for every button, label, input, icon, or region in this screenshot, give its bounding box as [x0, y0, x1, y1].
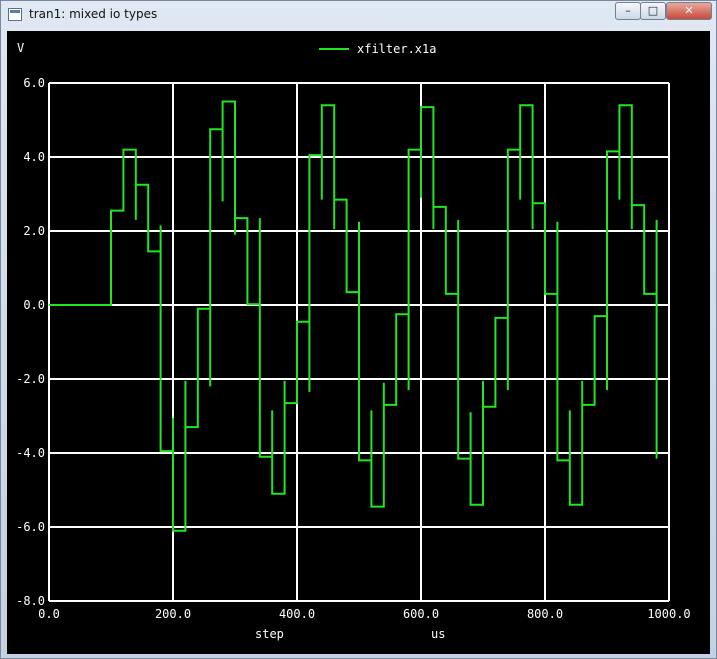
x-tick-label: 1000.0	[647, 607, 690, 621]
plot-area: 0.0 200.0 400.0 600.0 800.0 1000.0 6.0 4.0 2.0 0.…	[7, 31, 710, 654]
y-tick-label: 4.0	[23, 150, 45, 164]
window-app-icon	[8, 8, 22, 21]
tick-labels: 0.0 200.0 400.0 600.0 800.0 1000.0 6.0 4.0 2.0 0.…	[16, 76, 691, 621]
y-tick-label: -4.0	[16, 446, 45, 460]
series-group	[49, 100, 658, 532]
x-tick-label: 800.0	[527, 607, 563, 621]
x-tick-label: 200.0	[155, 607, 191, 621]
series-line	[49, 100, 658, 532]
x-tick-label: 400.0	[279, 607, 315, 621]
title-bar[interactable]: tran1: mixed io types – □ ✕	[1, 1, 716, 31]
legend: xfilter.x1a	[319, 42, 436, 56]
window-title: tran1: mixed io types	[29, 7, 158, 21]
y-tick-label: 2.0	[23, 224, 45, 238]
maximize-button[interactable]: □	[640, 2, 666, 20]
x-axis-label: step	[255, 627, 284, 641]
y-tick-label: 6.0	[23, 76, 45, 90]
legend-label: xfilter.x1a	[357, 42, 436, 56]
x-tick-label: 0.0	[38, 607, 60, 621]
x-axis-unit: us	[431, 627, 445, 641]
y-tick-label: 0.0	[23, 298, 45, 312]
chart: 0.0 200.0 400.0 600.0 800.0 1000.0 6.0 4.0 2.0 0.…	[7, 31, 710, 654]
y-axis-label: V	[17, 41, 24, 55]
minimize-button[interactable]: –	[615, 2, 641, 20]
y-tick-label: -6.0	[16, 520, 45, 534]
x-tick-label: 600.0	[403, 607, 439, 621]
y-tick-label: -2.0	[16, 372, 45, 386]
close-button[interactable]: ✕	[666, 2, 712, 20]
y-tick-label: -8.0	[16, 594, 45, 608]
